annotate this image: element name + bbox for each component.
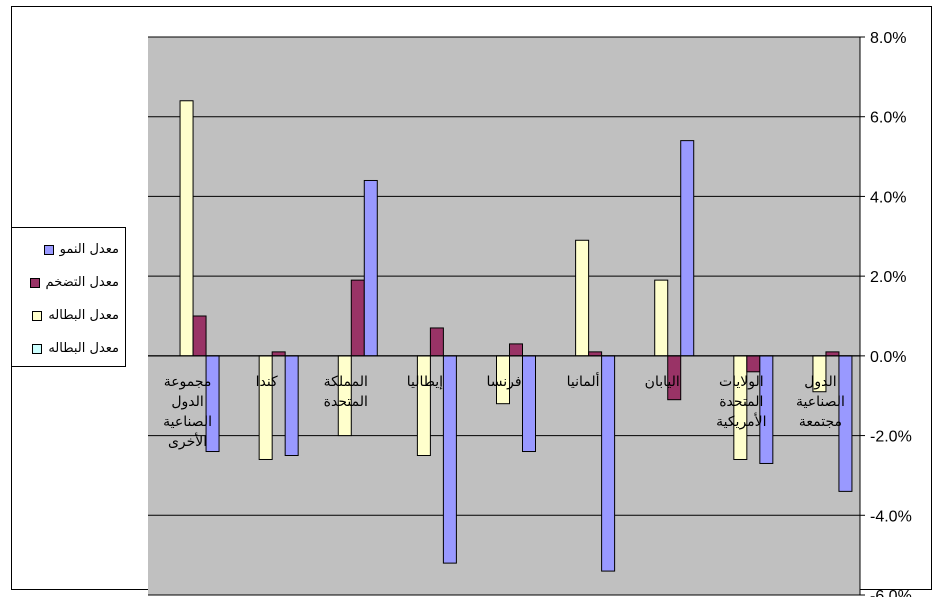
- legend: معدل النمو معدل التضخم معدل البطاله معدل…: [11, 227, 126, 367]
- legend-item-inflation: معدل التضخم: [29, 275, 119, 290]
- category-label: الدول الصناعية مجتمعة: [796, 374, 845, 430]
- bar-unemployment: [575, 239, 590, 357]
- category-label: فرنسا: [486, 374, 521, 390]
- bar-unemployment: [179, 100, 194, 357]
- category-label: المملكة المتحدة: [324, 374, 368, 410]
- bar-unemployment: [416, 355, 431, 457]
- legend-label-unemployment-2: معدل البطاله: [48, 341, 119, 356]
- category-label: مجموعة الدول الصناعية الأخرى: [163, 374, 212, 450]
- y-tick-label: -2.0%: [870, 429, 912, 446]
- bar-inflation: [350, 279, 365, 357]
- legend-swatch-unemployment: [32, 310, 43, 321]
- legend-swatch-inflation: [29, 277, 40, 288]
- legend-label-growth: معدل النمو: [59, 242, 119, 257]
- bar-inflation: [746, 355, 761, 373]
- legend-item-growth: معدل النمو: [43, 242, 119, 257]
- y-tick-label: 6.0%: [870, 110, 906, 127]
- category-label: اليابان: [645, 374, 680, 390]
- bar-growth: [680, 140, 695, 357]
- category-label: الولايات المتحدة الأمريكية: [716, 374, 766, 430]
- legend-label-inflation: معدل التضخم: [45, 275, 119, 290]
- y-tick-label: 2.0%: [870, 269, 906, 286]
- y-axis: 8.0% 6.0% 4.0% 2.0% 0.0% -2.0% -4.0% -6.0%: [859, 30, 912, 597]
- bar-growth: [284, 355, 299, 457]
- plot-area: [148, 37, 860, 595]
- bar-growth: [363, 179, 378, 357]
- bar-growth: [442, 355, 457, 564]
- legend-swatch-unemployment-2: [32, 343, 43, 354]
- y-tick-label: -6.0%: [870, 588, 912, 597]
- legend-label-unemployment: معدل البطاله: [48, 308, 119, 323]
- bar-inflation: [509, 343, 523, 357]
- y-tick-label: 4.0%: [870, 189, 906, 206]
- category-label: ألمانيا: [567, 372, 600, 390]
- bar-growth: [205, 355, 220, 453]
- category-labels: مجموعة الدول الصناعية الأخرى كندا المملكة المت…: [163, 372, 845, 450]
- y-tick-label: 0.0%: [870, 349, 906, 366]
- legend-item-unemployment-2: معدل البطاله: [32, 341, 119, 356]
- bar-inflation: [192, 315, 207, 357]
- category-label: إيطاليا: [407, 374, 443, 390]
- bar-growth: [522, 355, 536, 453]
- bar-unemployment: [258, 355, 273, 460]
- y-tick-label: -4.0%: [870, 508, 912, 525]
- bars-group: [148, 100, 860, 572]
- y-tick-label: 8.0%: [870, 30, 906, 47]
- legend-swatch-growth: [43, 244, 54, 255]
- bar-unemployment: [654, 279, 669, 357]
- category-label: كندا: [256, 374, 278, 390]
- legend-item-unemployment: معدل البطاله: [32, 308, 119, 323]
- bar-growth: [601, 355, 616, 572]
- bar-inflation: [429, 327, 444, 357]
